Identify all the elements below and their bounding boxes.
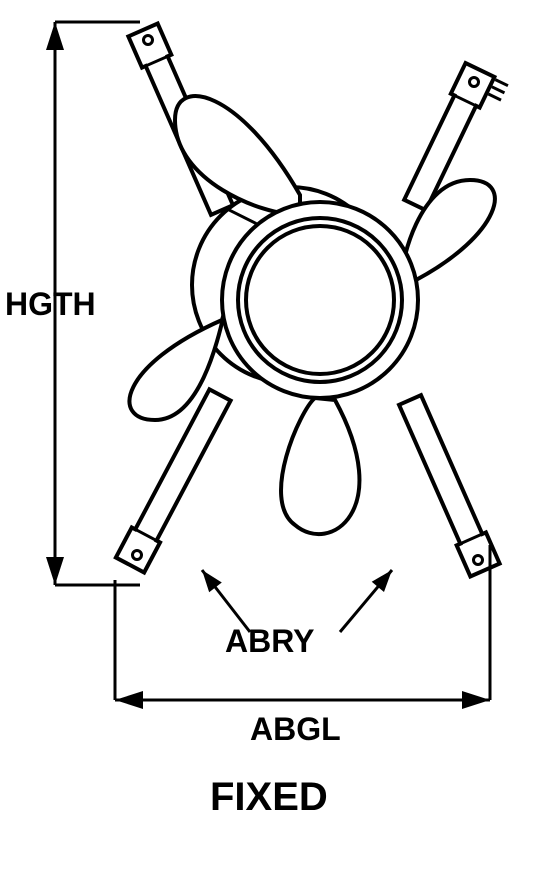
mount-hole-top-left [144,36,153,45]
hub-face [246,226,394,374]
dim-abgl-label: ABGL [250,711,341,747]
dim-hgth-label: HGTH [5,286,96,322]
mount-leg-bottom-right [399,395,500,576]
fan-blade-bottom [281,398,359,534]
diagram-canvas: HGTH ABGL ABRY FIXED [0,0,534,886]
fan-blade-top [175,96,300,215]
mount-hole-bottom-left [133,551,142,560]
mount-hole-top-right [470,78,479,87]
mount-hole-bottom-right [474,556,483,565]
caption-label: FIXED [210,775,328,819]
dim-abry-label: ABRY [225,623,314,659]
